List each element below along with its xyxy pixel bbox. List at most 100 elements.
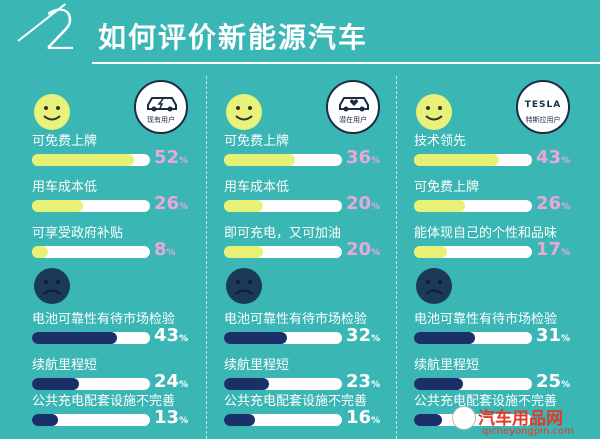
smiley-face-icon — [416, 94, 452, 130]
list-item: 可享受政府补贴 8% — [32, 226, 208, 266]
bar-fill — [414, 332, 475, 344]
title-underline — [92, 62, 600, 64]
smiley-face-icon — [226, 94, 262, 130]
badge-caption: 现有用户 — [147, 116, 175, 124]
item-label: 续航里程短 — [32, 358, 98, 373]
list-item: 可免费上牌 36% — [224, 134, 400, 174]
badge-caption: 潜在用户 — [339, 116, 367, 124]
list-item: 续航里程短 25% — [414, 358, 590, 398]
item-label: 电池可靠性有待市场检验 — [414, 312, 558, 327]
sad-face-icon — [226, 268, 262, 304]
item-label: 续航里程短 — [224, 358, 290, 373]
item-label: 电池可靠性有待市场检验 — [32, 312, 176, 327]
bar-fill — [414, 414, 442, 426]
item-label: 电池可靠性有待市场检验 — [224, 312, 368, 327]
sad-face-icon — [34, 268, 70, 304]
bar-fill — [414, 154, 499, 166]
list-item: 技术领先 43% — [414, 134, 590, 174]
user-badge: 现有用户 — [134, 80, 188, 134]
item-percent: 24% — [154, 371, 189, 392]
watermark-logo-icon — [452, 406, 476, 430]
item-percent: 25% — [536, 371, 571, 392]
item-label: 可享受政府补贴 — [32, 226, 124, 241]
bar-fill — [32, 378, 80, 390]
column-existing-users: 现有用户 可免费上牌 52% 用车成本低 26% 可享受政府补贴 8% 电池可靠… — [18, 76, 208, 439]
column-divider — [206, 76, 207, 439]
item-label: 可免费上牌 — [414, 180, 480, 195]
item-label: 公共充电配套设施不完善 — [224, 394, 368, 409]
bar-fill — [32, 414, 58, 426]
item-percent: 17% — [536, 239, 571, 260]
section-number: 2 — [44, 0, 79, 62]
user-badge: 潜在用户 — [326, 80, 380, 134]
item-label: 技术领先 — [414, 134, 467, 149]
item-label: 公共充电配套设施不完善 — [414, 394, 558, 409]
item-label: 可免费上牌 — [32, 134, 98, 149]
bar-track — [32, 414, 150, 426]
list-item: 用车成本低 26% — [32, 180, 208, 220]
column-potential-users: 潜在用户 可免费上牌 36% 用车成本低 20% 即可充电，又可加油 20% 电… — [210, 76, 400, 439]
item-percent: 26% — [536, 193, 571, 214]
watermark-url: qicheyongpin.com — [482, 426, 574, 437]
bar-fill — [224, 154, 295, 166]
item-percent: 36% — [346, 147, 381, 168]
list-item: 公共充电配套设施不完善 16% — [224, 394, 400, 434]
item-percent: 26% — [154, 193, 189, 214]
bar-fill — [32, 200, 84, 212]
bar-fill — [32, 332, 117, 344]
item-label: 即可充电，又可加油 — [224, 226, 342, 241]
list-item: 用车成本低 20% — [224, 180, 400, 220]
list-item: 可免费上牌 52% — [32, 134, 208, 174]
item-percent: 31% — [536, 325, 571, 346]
item-percent: 52% — [154, 147, 189, 168]
list-item: 电池可靠性有待市场检验 43% — [32, 312, 208, 352]
bar-fill — [414, 246, 448, 258]
bar-track — [32, 246, 150, 258]
list-item: 续航里程短 24% — [32, 358, 208, 398]
bar-fill — [224, 332, 287, 344]
list-item: 可免费上牌 26% — [414, 180, 590, 220]
list-item: 即可充电，又可加油 20% — [224, 226, 400, 266]
header: 2 如何评价新能源汽车 — [0, 0, 600, 64]
item-percent: 32% — [346, 325, 381, 346]
item-percent: 16% — [346, 407, 381, 428]
item-percent: 20% — [346, 193, 381, 214]
bar-fill — [224, 378, 270, 390]
bar-fill — [224, 414, 256, 426]
item-percent: 8% — [154, 239, 176, 260]
list-item: 续航里程短 23% — [224, 358, 400, 398]
bar-fill — [414, 378, 464, 390]
item-label: 用车成本低 — [224, 180, 290, 195]
item-percent: 43% — [154, 325, 189, 346]
item-label: 续航里程短 — [414, 358, 480, 373]
sad-face-icon — [416, 268, 452, 304]
tesla-logo-icon: TESLA — [524, 100, 562, 110]
item-percent: 43% — [536, 147, 571, 168]
item-percent: 13% — [154, 407, 189, 428]
item-label: 能体现自己的个性和品味 — [414, 226, 558, 241]
bar-fill — [414, 200, 466, 212]
watermark: 汽车用品网 qicheyongpin.com — [452, 404, 598, 438]
list-item: 电池可靠性有待市场检验 31% — [414, 312, 590, 352]
bar-fill — [32, 154, 135, 166]
car-heart-icon — [339, 97, 369, 112]
list-item: 能体现自己的个性和品味 17% — [414, 226, 590, 266]
item-label: 公共充电配套设施不完善 — [32, 394, 176, 409]
item-percent: 23% — [346, 371, 381, 392]
item-percent: 20% — [346, 239, 381, 260]
badge-caption: 特斯拉用户 — [525, 116, 561, 124]
bar-fill — [32, 246, 48, 258]
car-icon — [147, 97, 177, 112]
item-label: 用车成本低 — [32, 180, 98, 195]
bar-fill — [224, 246, 264, 258]
watermark-name: 汽车用品网 — [478, 409, 563, 429]
user-badge: TESLA 特斯拉用户 — [516, 80, 570, 134]
page-title: 如何评价新能源汽车 — [98, 21, 369, 54]
smiley-face-icon — [34, 94, 70, 130]
item-label: 可免费上牌 — [224, 134, 290, 149]
bar-fill — [224, 200, 264, 212]
column-divider — [396, 76, 397, 439]
column-tesla-users: TESLA 特斯拉用户 技术领先 43% 可免费上牌 26% 能体现自己的个性和… — [400, 76, 590, 439]
list-item: 公共充电配套设施不完善 13% — [32, 394, 208, 434]
list-item: 电池可靠性有待市场检验 32% — [224, 312, 400, 352]
